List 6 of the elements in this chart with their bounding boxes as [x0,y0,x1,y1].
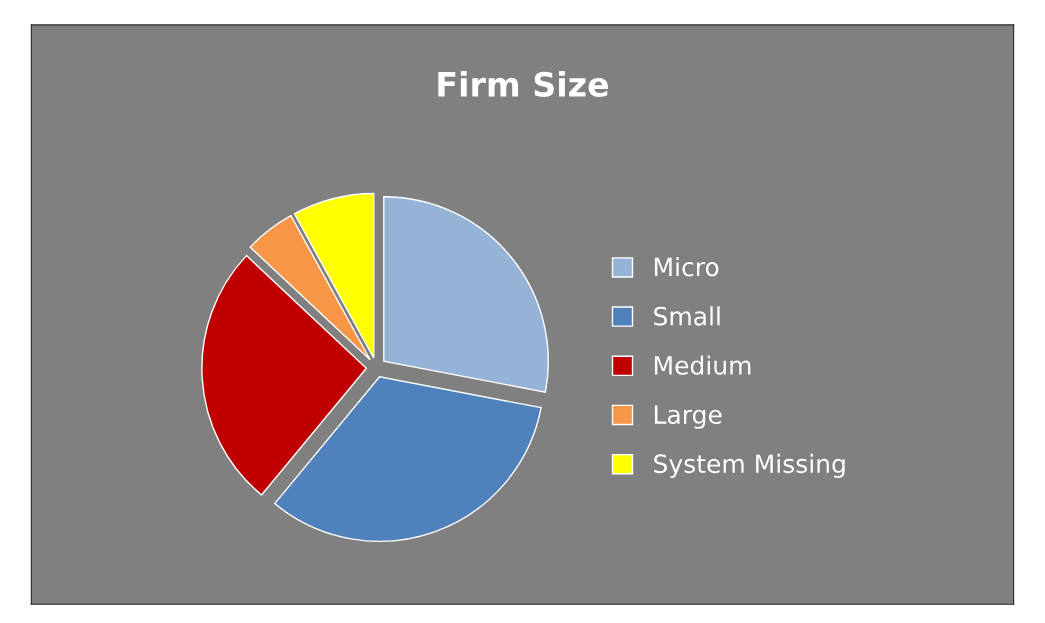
legend-label: Small [654,306,720,326]
legend-label: Micro [654,257,719,277]
chart-title: Firm Size [438,71,609,97]
legend-label: Medium [654,355,751,375]
legend-label: System Missing [654,453,845,479]
legend-label: Large [654,405,722,429]
